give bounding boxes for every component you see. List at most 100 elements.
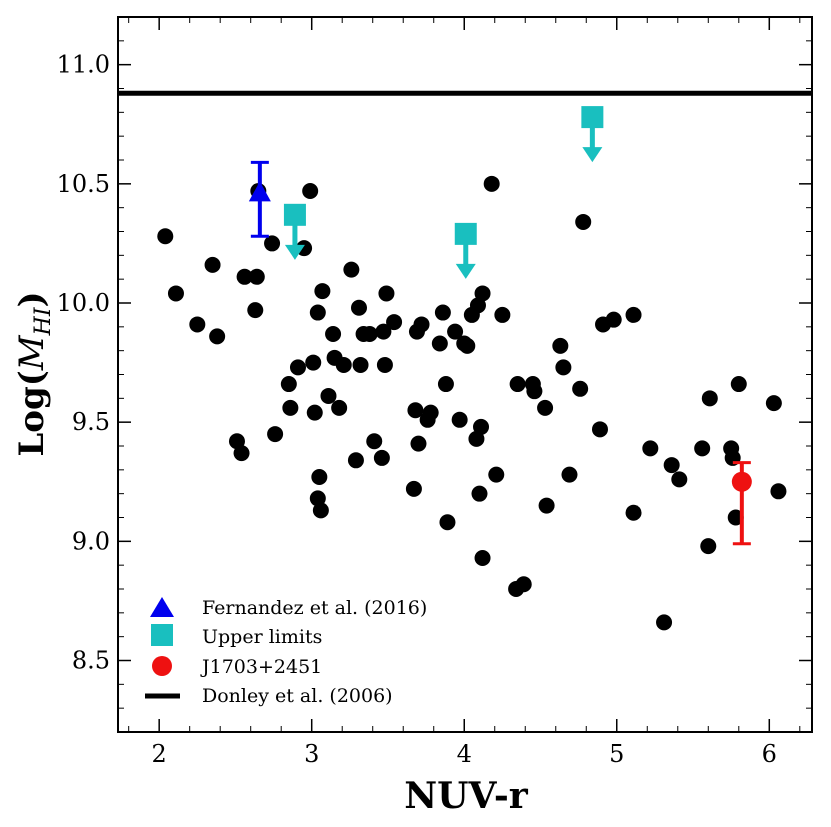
data-point [488, 466, 505, 483]
data-point [157, 228, 174, 245]
data-point [422, 404, 439, 421]
data-point [473, 418, 490, 435]
data-point [642, 440, 659, 457]
data-point [483, 175, 500, 192]
plot-frame [117, 16, 813, 733]
data-point [451, 411, 468, 428]
legend-entry-upper-limits: Upper limits [151, 624, 322, 648]
legend-label-donley: Donley et al. (2006) [202, 685, 393, 707]
upper-limit-arrow-head [455, 263, 476, 279]
data-point [325, 325, 342, 342]
data-point [280, 376, 297, 393]
legend-square-marker [151, 624, 173, 646]
upper-limit-marker [581, 106, 604, 163]
legend-label-fernandez: Fernandez et al. (2016) [202, 597, 427, 619]
data-point [405, 480, 422, 497]
data-point [331, 399, 348, 416]
data-point [314, 283, 331, 300]
data-point [302, 182, 319, 199]
upper-limit-marker [454, 222, 477, 279]
data-point [267, 426, 284, 443]
legend-label-j1703: J1703+2451 [200, 656, 322, 678]
data-point [526, 383, 543, 400]
data-point [352, 356, 369, 373]
data-point [335, 356, 352, 373]
data-point [350, 299, 367, 316]
data-point [407, 402, 424, 419]
data-point [167, 285, 184, 302]
legend-circle-marker [152, 656, 172, 676]
data-point [306, 404, 323, 421]
data-point [282, 399, 299, 416]
data-point [625, 504, 642, 521]
upper-limit-square [581, 106, 604, 129]
special-markers [248, 106, 752, 546]
sample-points [157, 175, 787, 631]
data-point [366, 433, 383, 450]
y-axis-title-close: ) [12, 291, 52, 307]
data-point [386, 314, 403, 331]
y-axis-title: Log(MHI) [12, 291, 56, 456]
y-axis-title-text: Log(MHI) [12, 291, 56, 456]
x-tick-label: 5 [609, 740, 624, 768]
data-point [248, 268, 265, 285]
upper-limit-square [454, 222, 477, 245]
y-tick-label: 11.0 [57, 51, 110, 79]
data-point [289, 359, 306, 376]
legend: Fernandez et al. (2016) Upper limits J17… [145, 597, 427, 707]
y-tick-label: 9.5 [72, 408, 110, 436]
legend-triangle-marker [150, 597, 174, 617]
data-point [459, 337, 476, 354]
y-axis-title-sub: HI [31, 306, 56, 336]
data-point [309, 304, 326, 321]
x-tick-label: 6 [762, 740, 777, 768]
legend-label-upper-limits: Upper limits [202, 626, 322, 648]
y-tick-label: 9.0 [72, 527, 110, 555]
data-point [671, 471, 688, 488]
data-point [700, 538, 717, 555]
data-point [605, 311, 622, 328]
y-tick-labels: 8.5 9.0 9.5 10.0 10.5 11.0 [57, 51, 110, 675]
data-point [413, 316, 430, 333]
x-tick-labels: 2 3 4 5 6 [152, 740, 777, 768]
data-point [247, 302, 264, 319]
legend-entry-donley: Donley et al. (2006) [145, 685, 393, 707]
data-point [375, 323, 392, 340]
data-point [264, 235, 281, 252]
upper-limit-marker [283, 203, 306, 260]
data-point [236, 268, 253, 285]
y-tick-label: 10.0 [57, 289, 110, 317]
data-point [572, 380, 589, 397]
data-point [376, 356, 393, 373]
data-point [474, 285, 491, 302]
data-point [311, 468, 328, 485]
data-point [770, 483, 787, 500]
data-point [204, 256, 221, 273]
data-point [727, 509, 744, 526]
data-point [471, 485, 488, 502]
data-point [320, 387, 337, 404]
data-point [509, 376, 526, 393]
data-point [561, 466, 578, 483]
upper-limit-arrow-head [582, 147, 603, 163]
x-tick-label: 3 [304, 740, 319, 768]
data-point [555, 359, 572, 376]
data-point [305, 354, 322, 371]
data-point [663, 457, 680, 474]
data-point [437, 376, 454, 393]
y-tick-label: 8.5 [72, 647, 110, 675]
data-point [552, 337, 569, 354]
data-point [378, 285, 395, 302]
upper-limit-square [283, 203, 306, 226]
legend-entry-fernandez: Fernandez et al. (2016) [150, 597, 427, 619]
plot-area [118, 17, 812, 732]
y-tick-label: 10.5 [57, 170, 110, 198]
data-point [515, 576, 532, 593]
data-point [701, 390, 718, 407]
data-point [765, 395, 782, 412]
data-point [209, 328, 226, 345]
legend-entry-j1703: J1703+2451 [152, 656, 322, 678]
data-point [410, 435, 427, 452]
data-point [447, 323, 464, 340]
data-point [347, 452, 364, 469]
